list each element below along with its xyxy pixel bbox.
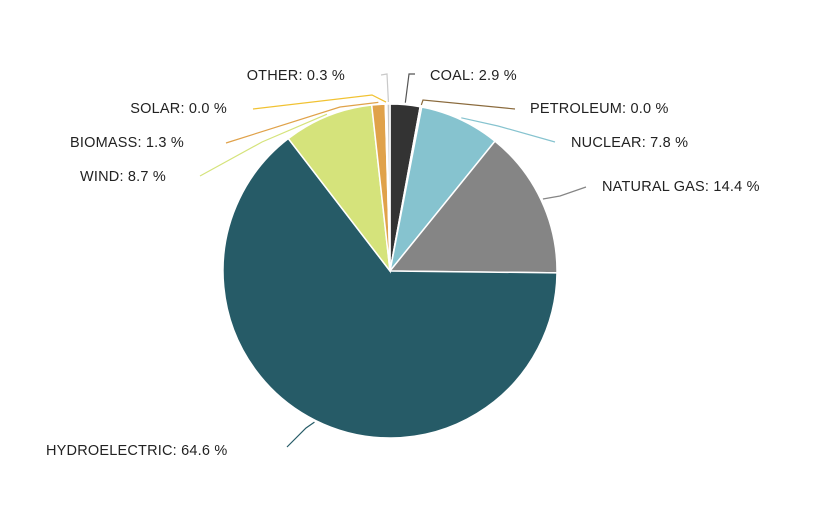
leader-line-solar — [252, 94, 387, 110]
leader-line-hydroelectric — [286, 421, 315, 448]
slice-label-coal: COAL: 2.9 % — [430, 68, 517, 84]
slice-label-other: OTHER: 0.3 % — [247, 68, 345, 84]
slice-label-natural-gas: NATURAL GAS: 14.4 % — [602, 179, 760, 195]
slice-label-petroleum: PETROLEUM: 0.0 % — [530, 101, 669, 117]
slice-label-wind: WIND: 8.7 % — [80, 169, 166, 185]
leader-line-natural-gas — [542, 186, 587, 200]
leader-line-nuclear — [461, 117, 556, 143]
slice-label-biomass: BIOMASS: 1.3 % — [70, 135, 184, 151]
slice-label-hydroelectric: HYDROELECTRIC: 64.6 % — [46, 443, 227, 459]
pie-slices — [222, 103, 558, 439]
pie-leader-lines — [199, 73, 587, 448]
leader-line-coal — [404, 73, 415, 103]
slice-label-nuclear: NUCLEAR: 7.8 % — [571, 135, 688, 151]
leader-line-biomass — [225, 101, 379, 144]
pie-slice-natural-gas — [388, 140, 558, 274]
pie-labels: COAL: 2.9 % PETROLEUM: 0.0 % NUCLEAR: 7.8 … — [46, 68, 760, 459]
leader-line-other — [380, 73, 390, 103]
pie-slice-other — [386, 103, 391, 272]
pie-slice-wind — [287, 104, 392, 274]
leader-line-petroleum — [420, 99, 516, 110]
slice-label-solar: SOLAR: 0.0 % — [130, 101, 227, 117]
leader-line-wind — [199, 113, 328, 177]
pie-slice-hydroelectric — [222, 137, 558, 439]
